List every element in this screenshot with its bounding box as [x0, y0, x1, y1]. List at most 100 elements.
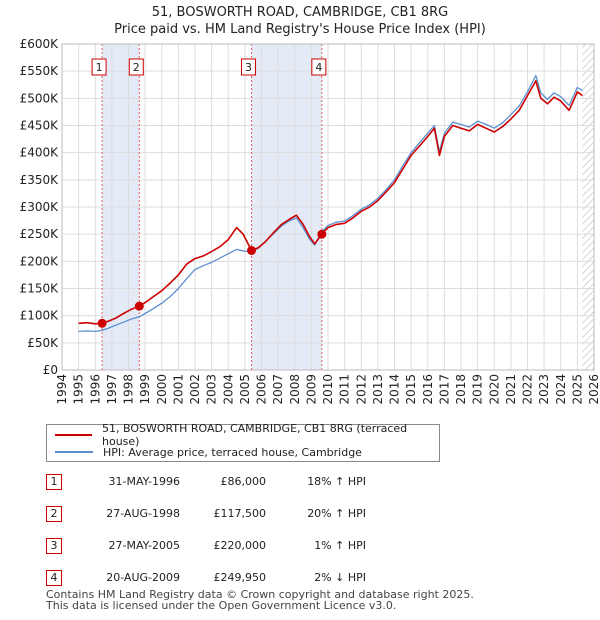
sale-points	[97, 229, 327, 328]
chart-title: 51, BOSWORTH ROAD, CAMBRIDGE, CB1 8RG	[151, 5, 449, 20]
x-tick-label: 2009	[304, 374, 318, 405]
x-tick-label: 2005	[238, 374, 252, 405]
x-tick-label: 2024	[554, 374, 568, 405]
x-tick-label: 1999	[138, 374, 152, 405]
x-tick-label: 1998	[122, 374, 136, 405]
x-tick-label: 1996	[88, 374, 102, 405]
chart-legend: 51, BOSWORTH ROAD, CAMBRIDGE, CB1 8RG (t…	[46, 422, 440, 462]
sale-point-1	[97, 318, 107, 328]
footer-line-licence: This data is licensed under the Open Gov…	[46, 599, 397, 612]
hpi-line	[78, 74, 583, 333]
sale-date: 31-MAY-1996	[108, 475, 180, 488]
y-axis-ticks: £0 £50K £100K £150K £200K £250K £300K £350K £400…	[20, 37, 60, 377]
x-tick-label: 2016	[421, 374, 435, 405]
sale-marker-labels: 1 2 3 4	[91, 58, 327, 76]
x-tick-label: 1995	[72, 374, 86, 405]
x-tick-label: 2006	[255, 374, 269, 405]
x-tick-label: 2020	[487, 374, 501, 405]
sale-point-4	[317, 229, 327, 239]
x-tick-label: 2012	[354, 374, 368, 405]
x-tick-label: 2025	[570, 374, 584, 405]
sale-price: £220,000	[213, 539, 267, 552]
x-tick-label: 2013	[371, 374, 385, 405]
y-tick-label: £250K	[20, 227, 60, 241]
y-tick-label: £150K	[20, 282, 60, 296]
series-lines	[78, 74, 583, 333]
sale-number-badge: 3	[46, 538, 62, 554]
sale-hpi-diff: 2% ↓ HPI	[314, 571, 366, 584]
x-tick-label: 1997	[105, 374, 119, 405]
sale-marker-box	[91, 58, 107, 76]
property-price-line	[78, 80, 583, 325]
sale-number-badge: 1	[46, 474, 62, 490]
y-tick-label: £500K	[20, 91, 60, 105]
y-tick-label: £600K	[20, 37, 60, 51]
sale-point-3	[247, 245, 257, 255]
x-tick-label: 2000	[155, 374, 169, 405]
sale-number-badge: 4	[46, 570, 62, 586]
x-tick-label: 2002	[188, 374, 202, 405]
x-axis-ticks: 1994 1995 1996 1997 1998 1999 2000 2001 2002 2003…	[55, 374, 600, 405]
sale-date: 27-AUG-1998	[106, 507, 180, 520]
y-tick-label: £200K	[20, 254, 60, 268]
sale-row: 1 31-MAY-1996 £86,000 18% ↑ HPI	[46, 474, 406, 492]
x-tick-label: 2007	[271, 374, 285, 405]
y-tick-label: £100K	[20, 309, 60, 323]
price-chart: 1 2 3 4 £0 £50K £100K £150K £200K £250K £300K £350…	[20, 37, 600, 405]
sale-price: £249,950	[213, 571, 267, 584]
x-tick-label: 2003	[205, 374, 219, 405]
x-tick-label: 2011	[338, 374, 352, 405]
footer-attribution: Contains HM Land Registry data © Crown c…	[46, 589, 586, 611]
y-tick-label: £550K	[20, 64, 60, 78]
x-tick-label: 2018	[454, 374, 468, 405]
legend-label-hpi: HPI: Average price, terraced house, Camb…	[103, 445, 362, 459]
legend-item-property: 51, BOSWORTH ROAD, CAMBRIDGE, CB1 8RG (t…	[55, 422, 439, 448]
sale-marker-1: 1	[91, 58, 107, 76]
x-tick-label: 1994	[55, 374, 69, 405]
legend-item-hpi: HPI: Average price, terraced house, Camb…	[55, 444, 362, 460]
sale-marker-box	[128, 58, 144, 76]
x-tick-label: 2014	[388, 374, 402, 405]
sale-marker-text: 2	[133, 61, 140, 74]
sale-price: £117,500	[213, 507, 267, 520]
grid-lines	[61, 43, 595, 371]
sale-marker-text: 1	[96, 61, 103, 74]
chart-subtitle: Price paid vs. HM Land Registry's House …	[114, 22, 486, 37]
sale-hpi-diff: 1% ↑ HPI	[314, 539, 366, 552]
legend-swatch-hpi	[55, 451, 93, 453]
sale-marker-box	[241, 58, 257, 76]
y-tick-label: £400K	[20, 146, 60, 160]
x-tick-label: 2010	[321, 374, 335, 405]
y-tick-label: £450K	[20, 119, 60, 133]
x-tick-label: 2022	[521, 374, 535, 405]
sale-row: 4 20-AUG-2009 £249,950 2% ↓ HPI	[46, 570, 406, 588]
sale-hpi-diff: 18% ↑ HPI	[307, 475, 366, 488]
x-tick-label: 2008	[288, 374, 302, 405]
sale-marker-2: 2	[128, 58, 144, 76]
x-tick-label: 2023	[537, 374, 551, 405]
sale-marker-4: 4	[311, 58, 327, 76]
chart-title-block: 51, BOSWORTH ROAD, CAMBRIDGE, CB1 8RG Pr…	[0, 4, 600, 38]
sale-date: 27-MAY-2005	[108, 539, 180, 552]
sale-row: 2 27-AUG-1998 £117,500 20% ↑ HPI	[46, 506, 406, 524]
y-tick-label: £0	[43, 363, 58, 377]
legend-swatch-property	[55, 434, 92, 436]
sale-date: 20-AUG-2009	[106, 571, 180, 584]
sale-row: 3 27-MAY-2005 £220,000 1% ↑ HPI	[46, 538, 406, 556]
sale-price: £86,000	[220, 475, 267, 488]
y-tick-label: £350K	[20, 173, 60, 187]
plot-frame	[61, 43, 595, 371]
x-tick-label: 2017	[437, 374, 451, 405]
sale-number-badge: 2	[46, 506, 62, 522]
x-tick-label: 2021	[504, 374, 518, 405]
footer-line-copyright: Contains HM Land Registry data © Crown c…	[46, 588, 474, 601]
legend-label-property: 51, BOSWORTH ROAD, CAMBRIDGE, CB1 8RG (t…	[102, 422, 408, 448]
sale-hpi-diff: 20% ↑ HPI	[307, 507, 366, 520]
x-tick-label: 2015	[404, 374, 418, 405]
x-tick-label: 2019	[471, 374, 485, 405]
x-tick-label: 2026	[587, 374, 600, 405]
x-tick-label: 2001	[171, 374, 185, 405]
y-tick-label: £300K	[20, 200, 60, 214]
y-tick-label: £50K	[27, 336, 59, 350]
sale-point-2	[134, 301, 144, 311]
